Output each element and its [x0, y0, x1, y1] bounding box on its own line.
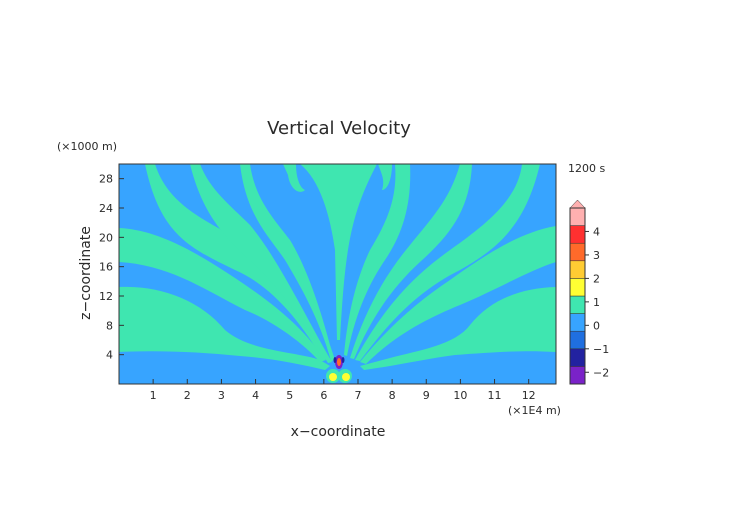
colorbar-swatch — [569, 207, 586, 226]
x-tick-label: 10 — [453, 389, 467, 402]
positive-velocity-regions — [119, 164, 556, 370]
colorbar-swatch — [569, 348, 586, 367]
x-tick-label: 12 — [522, 389, 536, 402]
x-axis-label: x−coordinate — [291, 424, 386, 440]
x-tick-label: 7 — [354, 389, 361, 402]
colorbar-label: 1 — [593, 296, 600, 309]
x-tick-label: 1 — [150, 389, 157, 402]
colorbar-swatch — [569, 295, 586, 314]
y-axis: 4 8 12 16 20 24 28 — [99, 173, 124, 362]
colorbar-swatch — [569, 330, 586, 350]
right-upper-band — [355, 164, 540, 361]
x-tick-label: 11 — [488, 389, 502, 402]
right-lower-band — [360, 287, 556, 370]
colorbar-swatch — [569, 260, 586, 279]
center-upper-arch — [300, 164, 377, 340]
y-tick-label: 12 — [99, 290, 113, 303]
y-axis-label: z−coordinate — [78, 226, 94, 320]
center-left-arch — [283, 164, 305, 192]
colorbar: 4 3 2 1 0 −1 −2 — [569, 199, 609, 385]
right-mid-band — [360, 226, 556, 364]
y-tick-label: 28 — [99, 173, 113, 186]
colorbar-extend-arrow — [569, 199, 586, 209]
y-tick-label: 4 — [106, 349, 113, 362]
colorbar-swatch — [569, 366, 586, 385]
y-tick-label: 8 — [106, 319, 113, 332]
x-unit-label: (×1E4 m) — [508, 404, 561, 417]
colorbar-label: 2 — [593, 272, 600, 285]
chart-title: Vertical Velocity — [267, 118, 411, 139]
y-unit-label: (×1000 m) — [57, 140, 117, 153]
x-tick-label: 2 — [184, 389, 191, 402]
source-disturbance — [326, 355, 352, 383]
x-tick-label: 3 — [218, 389, 225, 402]
left-lower-band — [119, 286, 330, 370]
colorbar-swatch — [569, 242, 586, 262]
colorbar-label: 4 — [593, 225, 600, 238]
colorbar-label: 0 — [593, 319, 600, 332]
center-right-arch — [378, 164, 392, 190]
colorbar-label: −2 — [593, 366, 609, 379]
colorbar-swatch — [569, 313, 586, 332]
colorbar-swatch — [569, 278, 586, 297]
y-tick-label: 20 — [99, 231, 113, 244]
x-tick-label: 8 — [389, 389, 396, 402]
time-label: 1200 s — [568, 162, 605, 175]
colorbar-frame — [569, 207, 586, 385]
x-tick-label: 5 — [286, 389, 293, 402]
left-upper-band — [145, 164, 328, 360]
x-tick-label: 6 — [320, 389, 327, 402]
colorbar-label: 3 — [593, 249, 600, 262]
right-top-finger — [350, 164, 472, 359]
x-axis: 1 2 3 4 5 6 7 8 9 10 11 12 — [150, 379, 536, 402]
plot-area — [118, 163, 557, 385]
x-tick-label: 4 — [252, 389, 259, 402]
center-left-finger — [240, 164, 335, 361]
colorbar-swatch — [569, 225, 586, 244]
plot-frame — [118, 163, 557, 385]
center-right-finger — [344, 164, 411, 356]
y-tick-label: 24 — [99, 202, 113, 215]
left-top-finger — [190, 164, 332, 363]
left-mid-band — [119, 228, 326, 362]
colorbar-label: −1 — [593, 343, 609, 356]
x-tick-label: 9 — [423, 389, 430, 402]
y-tick-label: 16 — [99, 261, 113, 274]
